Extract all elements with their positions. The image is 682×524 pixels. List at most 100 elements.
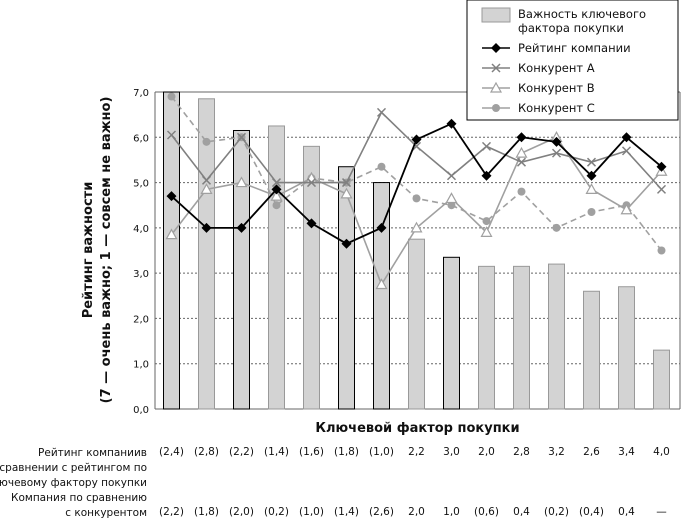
cross-marker <box>446 171 457 181</box>
table-cell: (2,2) <box>229 446 254 458</box>
table-cell: (1,0) <box>299 506 324 518</box>
triangle-marker <box>375 278 388 290</box>
diamond-marker <box>166 191 177 202</box>
triangle-marker <box>445 192 458 204</box>
table-cell: (2,2) <box>159 506 184 518</box>
cross-marker <box>491 63 501 73</box>
y-axis-title: Рейтинг важности <box>81 182 96 319</box>
y-axis-title-2: (7 — очень важно; 1 — совсем не важно) <box>99 97 114 404</box>
comparison-table: Рейтинг компаниив сравнении с рейтингом … <box>0 440 682 524</box>
triangle-marker <box>489 81 503 93</box>
table-cell: (1,4) <box>334 506 359 518</box>
row1-label: Рейтинг компаниив сравнении с рейтингом … <box>0 446 147 491</box>
legend-label: Конкурент C <box>518 101 595 115</box>
table-cell: (0,6) <box>474 506 499 518</box>
cross-marker <box>656 184 667 194</box>
importance-bar <box>478 265 495 410</box>
cross-marker <box>376 107 387 117</box>
table-cell: (0,4) <box>579 506 604 518</box>
diamond-marker <box>586 170 597 181</box>
legend-label: Важность ключевого фактора покупки <box>518 7 646 35</box>
diamond-marker <box>411 134 422 145</box>
triangle-marker <box>515 146 528 158</box>
cross-marker <box>516 157 527 167</box>
row1-label-line: сравнении с рейтингом по <box>0 462 147 474</box>
legend-label: Рейтинг компании <box>518 41 631 55</box>
table-cell: (2,0) <box>229 506 254 518</box>
y-tick-label: 4,0 <box>133 224 149 235</box>
triangle-marker <box>340 187 353 199</box>
importance-bar <box>583 290 600 410</box>
importance-bar <box>408 238 425 410</box>
table-cell: (1,8) <box>194 506 219 518</box>
circle-marker <box>517 187 526 196</box>
table-cell: 1,0 <box>443 506 460 518</box>
y-tick-label: 3,0 <box>133 269 149 280</box>
triangle-marker <box>200 183 213 194</box>
legend-label: Конкурент B <box>518 81 595 95</box>
table-cell: (0,2) <box>264 506 289 518</box>
importance-bar <box>443 256 460 410</box>
table-cell: 4,0 <box>653 446 670 458</box>
cross-marker <box>306 178 317 188</box>
diamond-marker <box>491 43 501 53</box>
y-tick-label: 2,0 <box>133 314 149 325</box>
circle-marker <box>377 162 386 171</box>
row2-label-line: с конкурентом <box>65 507 147 519</box>
diamond-marker <box>621 132 632 143</box>
importance-bar <box>163 91 180 410</box>
importance-bar <box>653 349 670 410</box>
cross-marker <box>166 130 177 140</box>
importance-bar <box>268 125 285 410</box>
triangle-marker <box>235 176 248 188</box>
table-cell: (2,8) <box>194 446 219 458</box>
circle-marker <box>447 201 456 210</box>
cross-marker <box>551 148 562 158</box>
diamond-marker <box>376 222 387 233</box>
table-cell: — <box>656 506 667 518</box>
circle-marker <box>167 92 176 101</box>
x-axis-title: Ключевой фактор покупки <box>315 421 519 436</box>
circle-marker <box>272 201 281 210</box>
table-cell: 2,8 <box>513 446 530 458</box>
circle-marker <box>587 208 596 217</box>
y-tick-label: 6,0 <box>133 133 149 144</box>
table-cell: (2,4) <box>159 446 184 458</box>
row2-label-line: Компания по сравнению <box>11 492 147 504</box>
table-cell: (0,2) <box>544 506 569 518</box>
table-cell: 3,4 <box>618 446 635 458</box>
row1-label-line: ключевому фактору покупки <box>0 477 147 489</box>
triangle-marker <box>480 226 493 237</box>
importance-bar <box>618 286 635 410</box>
triangle-marker <box>270 189 283 201</box>
importance-bar <box>338 166 355 410</box>
legend-label: Конкурент A <box>518 61 595 75</box>
circle-marker <box>482 217 491 226</box>
table-cell: 3,0 <box>443 446 460 458</box>
table-cell: 2,0 <box>408 506 425 518</box>
diamond-marker <box>551 136 562 147</box>
circle-marker <box>492 104 500 112</box>
cross-marker <box>341 178 352 188</box>
cross-marker <box>271 178 282 188</box>
triangle-marker <box>585 183 598 194</box>
y-tick-label: 5,0 <box>133 179 149 190</box>
table-cell: 3,2 <box>548 446 565 458</box>
table-cell: (1,6) <box>299 446 324 458</box>
triangle-marker <box>410 221 423 233</box>
importance-bar <box>548 263 565 410</box>
diamond-marker <box>201 222 212 233</box>
circle-marker <box>202 137 211 146</box>
importance-bar <box>513 265 530 410</box>
table-cell: 2,2 <box>408 446 425 458</box>
cross-marker <box>586 157 597 167</box>
table-cell: (1,4) <box>264 446 289 458</box>
diamond-marker <box>656 161 667 172</box>
triangle-marker <box>165 228 178 240</box>
y-tick-label: 0,0 <box>133 405 149 416</box>
table-cell: (1,8) <box>334 446 359 458</box>
circle-marker <box>552 223 561 232</box>
cross-marker <box>201 175 212 185</box>
cross-marker <box>236 132 247 142</box>
